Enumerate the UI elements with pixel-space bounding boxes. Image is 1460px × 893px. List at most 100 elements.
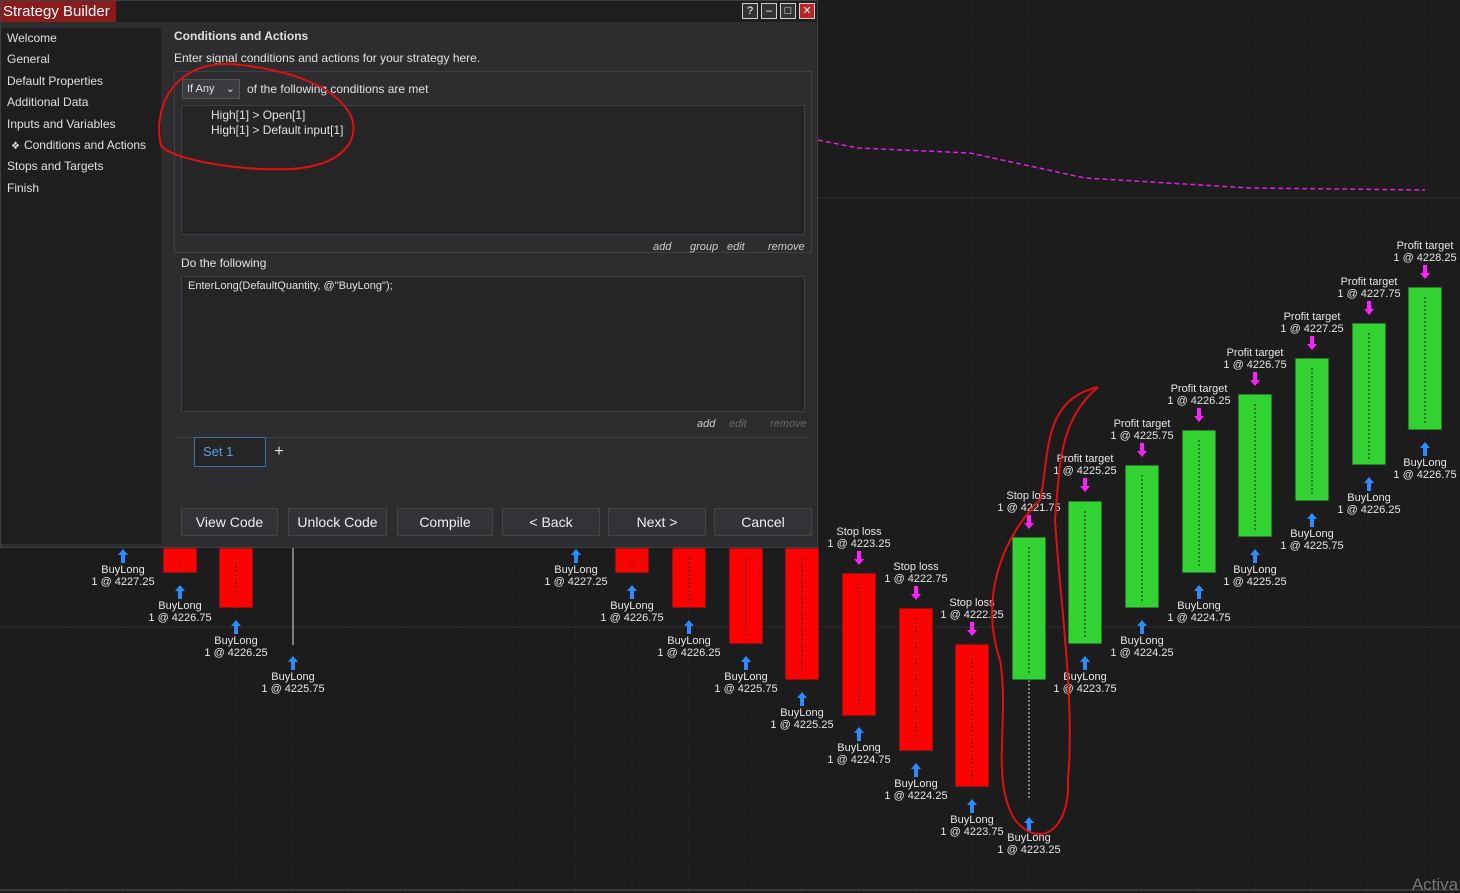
maximize-button[interactable]: □ — [780, 3, 796, 19]
tab[interactable]: Set 1 — [194, 437, 266, 467]
entry-arrow — [741, 656, 751, 670]
watermark: Activa — [1412, 875, 1459, 893]
sidebar-item[interactable]: General — [1, 49, 161, 70]
order-fill: 1 @ 4227.25 — [1280, 323, 1343, 335]
order-fill: 1 @ 4224.25 — [884, 790, 947, 802]
entry-arrow — [1137, 620, 1147, 634]
order-label: BuyLong — [1403, 457, 1446, 469]
sidebar-item[interactable]: Additional Data — [1, 92, 161, 113]
exit-arrow — [1250, 372, 1260, 386]
order-fill: 1 @ 4224.75 — [827, 754, 890, 766]
order-label: BuyLong — [1120, 635, 1163, 647]
entry-arrow — [571, 549, 581, 563]
action[interactable]: EnterLong(DefaultQuantity, @"BuyLong"); — [188, 280, 393, 292]
entry-arrow — [1250, 549, 1260, 563]
entry-arrow — [911, 763, 921, 777]
annotation-circle — [991, 386, 1099, 836]
actions-list: EnterLong(DefaultQuantity, @"BuyLong"); — [181, 276, 805, 412]
order-label: Profit target — [1114, 418, 1171, 430]
sidebar-item[interactable]: ❖ Conditions and Actions — [1, 135, 161, 156]
condition[interactable]: High[1] > Open[1] — [211, 108, 306, 122]
combo-text: If Any — [187, 83, 215, 95]
order-fill: 1 @ 4226.25 — [1337, 504, 1400, 516]
help-button[interactable]: ? — [742, 3, 758, 19]
order-fill: 1 @ 4225.25 — [1053, 465, 1116, 477]
close-button[interactable]: ✕ — [799, 3, 815, 19]
order-fill: 1 @ 4227.75 — [1337, 288, 1400, 300]
separator — [174, 437, 810, 438]
sidebar-item[interactable]: Default Properties — [1, 71, 161, 92]
action-link[interactable]: edit — [729, 418, 747, 430]
order-fill: 1 @ 4222.75 — [884, 573, 947, 585]
order-label: BuyLong — [1063, 671, 1106, 683]
actions-label: Do the following — [181, 256, 267, 270]
order-label: Stop loss — [893, 561, 939, 573]
entry-arrow — [1307, 513, 1317, 527]
button[interactable]: < Back — [502, 508, 600, 536]
sidebar-item[interactable]: Finish — [1, 178, 161, 199]
sidebar-item[interactable]: Stops and Targets — [1, 156, 161, 177]
condition-link[interactable]: remove — [768, 241, 805, 253]
indicator-line — [817, 139, 1426, 191]
entry-arrow — [854, 727, 864, 741]
button[interactable]: Unlock Code — [288, 508, 387, 536]
order-fill: 1 @ 4226.75 — [148, 612, 211, 624]
order-label: BuyLong — [214, 635, 257, 647]
order-label: Profit target — [1171, 383, 1228, 395]
condition-link[interactable]: edit — [727, 241, 745, 253]
order-label: BuyLong — [1347, 492, 1390, 504]
entry-arrow — [118, 549, 128, 563]
sidebar-text: Welcome — [7, 31, 57, 45]
condition[interactable]: High[1] > Default input[1] — [211, 123, 344, 137]
combo[interactable]: If Any ⌄ — [182, 79, 240, 99]
order-fill: 1 @ 4224.75 — [1167, 612, 1230, 624]
order-label: Stop loss — [836, 526, 882, 538]
order-label: BuyLong — [271, 671, 314, 683]
order-label: BuyLong — [610, 600, 653, 612]
action-link[interactable]: add — [697, 418, 716, 430]
minimize-button[interactable]: – — [761, 3, 777, 19]
candle — [614, 547, 650, 574]
order-fill: 1 @ 4225.75 — [1110, 430, 1173, 442]
exit-arrow — [967, 622, 977, 636]
condition-link[interactable]: add — [653, 241, 672, 253]
button[interactable]: Compile — [397, 508, 493, 536]
entry-arrow — [967, 799, 977, 813]
sidebar-item[interactable]: Welcome — [1, 28, 161, 49]
exit-arrow — [911, 586, 921, 600]
entry-arrow — [1420, 442, 1430, 456]
exit-arrow — [1080, 478, 1090, 492]
order-fill: 1 @ 4223.75 — [1053, 683, 1116, 695]
order-fill: 1 @ 4226.75 — [600, 612, 663, 624]
sidebar-item[interactable]: Inputs and Variables — [1, 114, 161, 135]
order-label: BuyLong — [554, 564, 597, 576]
entry-arrow — [1080, 656, 1090, 670]
order-label: Stop loss — [1006, 490, 1052, 502]
entry-arrow — [1194, 585, 1204, 599]
button[interactable]: View Code — [181, 508, 278, 536]
action-link[interactable]: remove — [770, 418, 807, 430]
panel-title: Conditions and Actions — [174, 29, 309, 43]
order-fill: 1 @ 4225.75 — [261, 683, 324, 695]
order-label: BuyLong — [1177, 600, 1220, 612]
order-label: BuyLong — [1233, 564, 1276, 576]
exit-arrow — [1364, 301, 1374, 315]
add-tab[interactable]: + — [274, 443, 284, 460]
entry-arrow — [684, 620, 694, 634]
exit-arrow — [854, 551, 864, 565]
order-fill: 1 @ 4225.25 — [1223, 576, 1286, 588]
entry-arrow — [797, 692, 807, 706]
order-fill: 1 @ 4223.25 — [997, 844, 1060, 856]
button[interactable]: Next > — [608, 508, 706, 536]
button[interactable]: Cancel — [714, 508, 812, 536]
order-fill: 1 @ 4225.25 — [770, 719, 833, 731]
window-title: Strategy Builder — [1, 1, 116, 22]
order-fill: 1 @ 4222.25 — [940, 609, 1003, 621]
order-label: Profit target — [1227, 347, 1284, 359]
order-label: Profit target — [1341, 276, 1398, 288]
sidebar-text: Finish — [7, 180, 40, 195]
condition-link[interactable]: group — [690, 241, 719, 253]
order-fill: 1 @ 4223.25 — [827, 538, 890, 550]
title-bar: Strategy Builder ? – □ ✕ — [1, 1, 817, 22]
